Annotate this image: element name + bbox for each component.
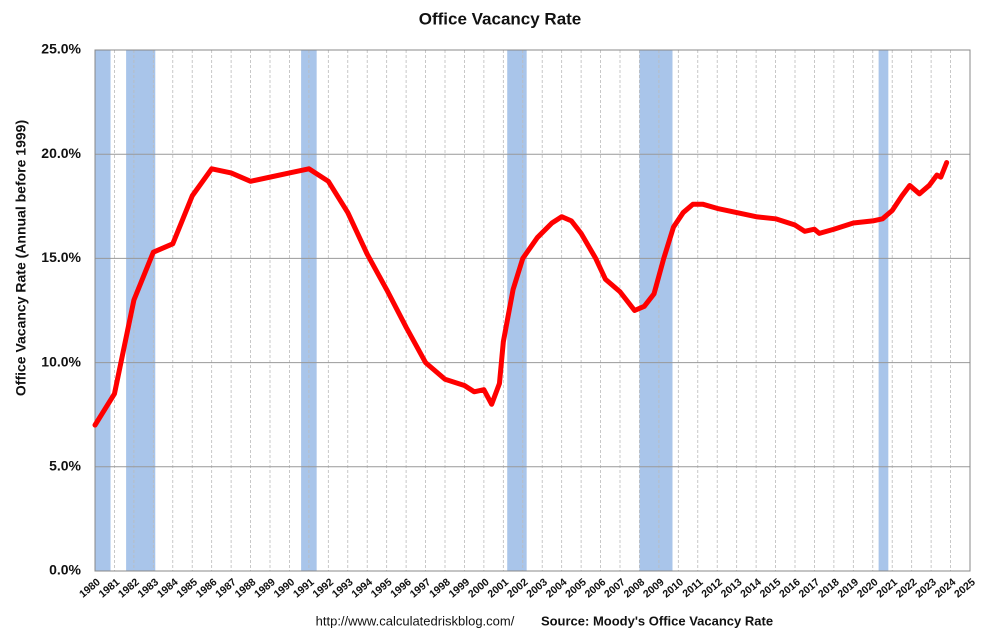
y-tick-label: 5.0% bbox=[49, 458, 81, 474]
recession-band bbox=[507, 50, 527, 571]
x-tick-label: 2025 bbox=[952, 576, 978, 600]
y-tick-label: 0.0% bbox=[49, 562, 81, 578]
recession-band bbox=[639, 50, 673, 571]
y-tick-label: 10.0% bbox=[41, 353, 81, 369]
data-line bbox=[92, 160, 950, 428]
y-tick-label: 25.0% bbox=[41, 41, 81, 57]
y-tick-label: 15.0% bbox=[41, 249, 81, 265]
recession-band bbox=[878, 50, 889, 571]
footer-source: Source: Moody's Office Vacancy Rate bbox=[541, 613, 773, 628]
y-tick-label: 20.0% bbox=[41, 145, 81, 161]
recession-band bbox=[95, 50, 111, 571]
chart-title: Office Vacancy Rate bbox=[419, 9, 582, 28]
footer-url: http://www.calculatedriskblog.com/ bbox=[316, 613, 515, 628]
plot-border bbox=[94, 49, 971, 572]
y-axis-label: Office Vacancy Rate (Annual before 1999) bbox=[13, 120, 29, 396]
